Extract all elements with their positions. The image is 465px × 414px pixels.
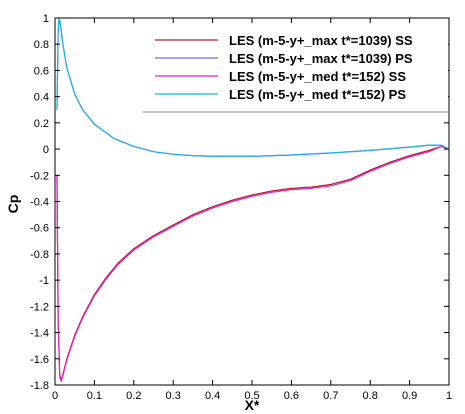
x-tick-label: 1 bbox=[446, 390, 452, 402]
x-tick-label: 0.6 bbox=[284, 390, 299, 402]
x-tick-label: 0.2 bbox=[126, 390, 141, 402]
x-tick-label: 0.9 bbox=[402, 390, 417, 402]
y-tick-label: 0.2 bbox=[34, 118, 49, 130]
x-tick-label: 0.7 bbox=[323, 390, 338, 402]
x-tick-label: 0.4 bbox=[205, 390, 220, 402]
x-tick-label: 0 bbox=[52, 390, 58, 402]
series-layer bbox=[56, 17, 450, 383]
y-tick-label: -1.6 bbox=[30, 354, 49, 366]
y-tick-label: -1 bbox=[39, 275, 49, 287]
y-tick-label: -0.2 bbox=[30, 170, 49, 182]
series-line-3 bbox=[56, 145, 450, 383]
y-tick-label: -1.2 bbox=[30, 301, 49, 313]
legend-box bbox=[143, 23, 448, 112]
y-tick-label: 0.4 bbox=[34, 92, 49, 104]
legend-label-1: LES (m-5-y+_max t*=1039) SS bbox=[229, 33, 413, 48]
y-axis-title: Cp bbox=[5, 195, 21, 214]
legend: LES (m-5-y+_max t*=1039) SS LES (m-5-y+_m… bbox=[143, 23, 448, 113]
y-tick-label: -0.6 bbox=[30, 223, 49, 235]
x-tick-label: 0.8 bbox=[363, 390, 378, 402]
x-tick-label: 0.5 bbox=[244, 390, 259, 402]
legend-label-2: LES (m-5-y+_max t*=1039) PS bbox=[229, 51, 413, 66]
series-line-4 bbox=[56, 17, 450, 157]
series-line-1 bbox=[56, 145, 450, 382]
y-tick-label: -1.4 bbox=[30, 328, 49, 340]
y-tick-label: -0.8 bbox=[30, 249, 49, 261]
axis-layer: 0 0.1 0.2 0.3 0.4 0.5 0.6 0.7 0.8 0.9 1 1 0.8 0.6 0.4 0… bbox=[30, 13, 452, 402]
y-tick-label: 0.8 bbox=[34, 39, 49, 51]
x-axis-title: X* bbox=[245, 397, 260, 413]
legend-label-3: LES (m-5-y+_med t*=152) SS bbox=[229, 69, 406, 84]
legend-label-4: LES (m-5-y+_med t*=152) PS bbox=[229, 87, 406, 102]
y-tick-label: 0 bbox=[43, 144, 49, 156]
y-tick-label: -1.8 bbox=[30, 380, 49, 392]
y-tick-label: 0.6 bbox=[34, 65, 49, 77]
y-tick-label: 1 bbox=[43, 13, 49, 25]
y-tick-label: -0.4 bbox=[30, 197, 49, 209]
x-tick-label: 0.1 bbox=[87, 390, 102, 402]
x-tick-label: 0.3 bbox=[166, 390, 181, 402]
